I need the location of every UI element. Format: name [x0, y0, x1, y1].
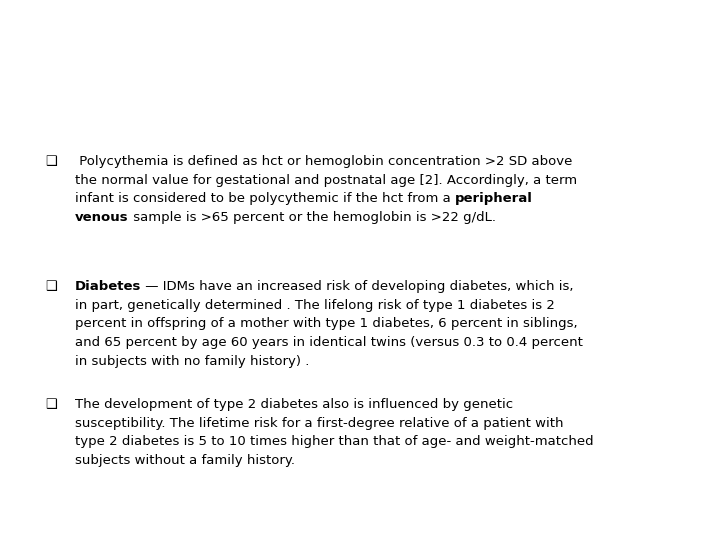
Text: ❑: ❑ [45, 280, 57, 293]
Text: ❑: ❑ [45, 398, 57, 411]
Text: The development of type 2 diabetes also is influenced by genetic: The development of type 2 diabetes also … [75, 398, 513, 411]
Text: and 65 percent by age 60 years in identical twins (versus 0.3 to 0.4 percent: and 65 percent by age 60 years in identi… [75, 336, 583, 349]
Text: ❑: ❑ [45, 155, 57, 168]
Text: subjects without a family history.: subjects without a family history. [75, 454, 295, 467]
Text: — IDMs have an increased risk of developing diabetes, which is,: — IDMs have an increased risk of develop… [141, 280, 574, 293]
Text: in part, genetically determined . The lifelong risk of type 1 diabetes is 2: in part, genetically determined . The li… [75, 299, 555, 312]
Text: in subjects with no family history) .: in subjects with no family history) . [75, 355, 310, 368]
Text: venous: venous [75, 211, 129, 224]
Text: infant is considered to be polycythemic if the hct from a: infant is considered to be polycythemic … [75, 192, 455, 206]
Text: percent in offspring of a mother with type 1 diabetes, 6 percent in siblings,: percent in offspring of a mother with ty… [75, 318, 577, 330]
Text: sample is >65 percent or the hemoglobin is >22 g/dL.: sample is >65 percent or the hemoglobin … [129, 211, 495, 224]
Text: susceptibility. The lifetime risk for a first-degree relative of a patient with: susceptibility. The lifetime risk for a … [75, 417, 564, 430]
Text: the normal value for gestational and postnatal age [2]. Accordingly, a term: the normal value for gestational and pos… [75, 174, 577, 187]
Text: Polycythemia is defined as hct or hemoglobin concentration >2 SD above: Polycythemia is defined as hct or hemogl… [75, 155, 572, 168]
Text: type 2 diabetes is 5 to 10 times higher than that of age- and weight-matched: type 2 diabetes is 5 to 10 times higher … [75, 435, 593, 449]
Text: peripheral: peripheral [455, 192, 533, 206]
Text: Diabetes: Diabetes [75, 280, 141, 293]
